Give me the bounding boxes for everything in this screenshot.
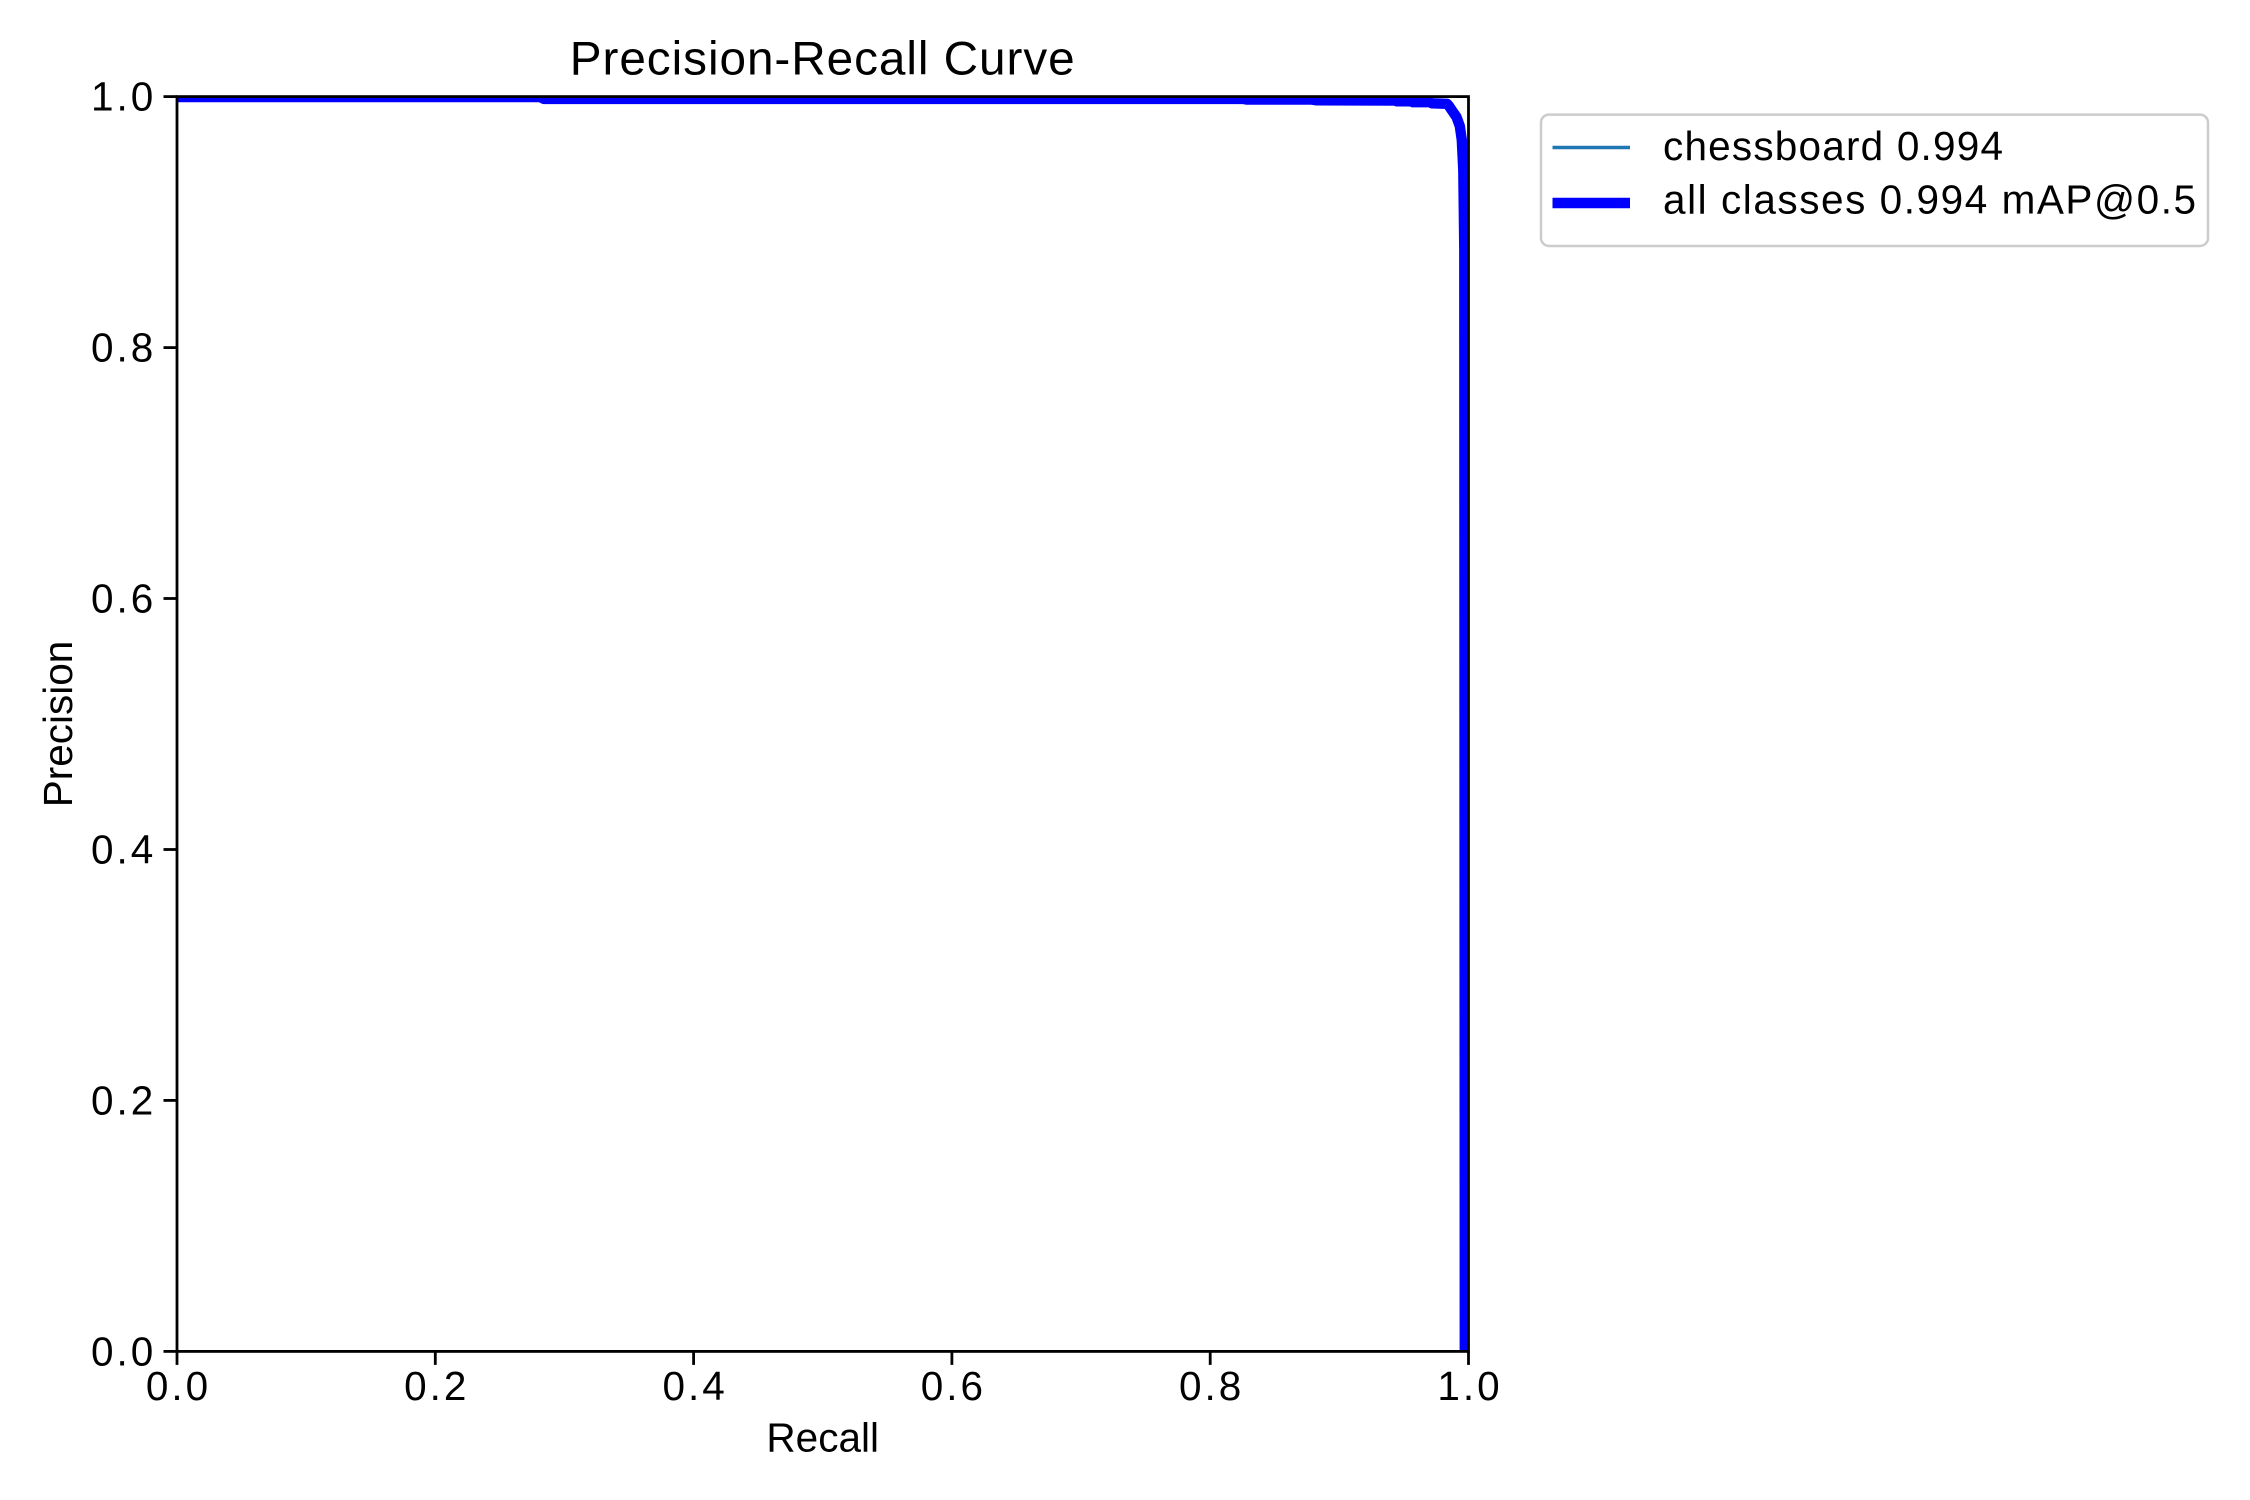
svg-text:1.0: 1.0 — [91, 74, 156, 120]
svg-text:0.0: 0.0 — [91, 1328, 156, 1374]
svg-text:all classes 0.994 mAP@0.5: all classes 0.994 mAP@0.5 — [1663, 177, 2198, 223]
svg-text:Precision-Recall Curve: Precision-Recall Curve — [570, 33, 1076, 86]
svg-text:0.4: 0.4 — [662, 1363, 727, 1409]
svg-text:0.4: 0.4 — [91, 826, 156, 872]
svg-text:0.8: 0.8 — [91, 325, 156, 371]
svg-text:Recall: Recall — [766, 1415, 879, 1461]
svg-text:0.8: 0.8 — [1179, 1363, 1244, 1409]
svg-text:0.2: 0.2 — [404, 1363, 469, 1409]
svg-text:chessboard 0.994: chessboard 0.994 — [1663, 123, 2004, 169]
svg-text:Precision: Precision — [35, 641, 81, 808]
svg-text:0.6: 0.6 — [921, 1363, 986, 1409]
svg-text:0.2: 0.2 — [91, 1077, 156, 1123]
svg-text:0.0: 0.0 — [146, 1363, 211, 1409]
svg-text:1.0: 1.0 — [1437, 1363, 1502, 1409]
svg-text:0.6: 0.6 — [91, 575, 156, 621]
